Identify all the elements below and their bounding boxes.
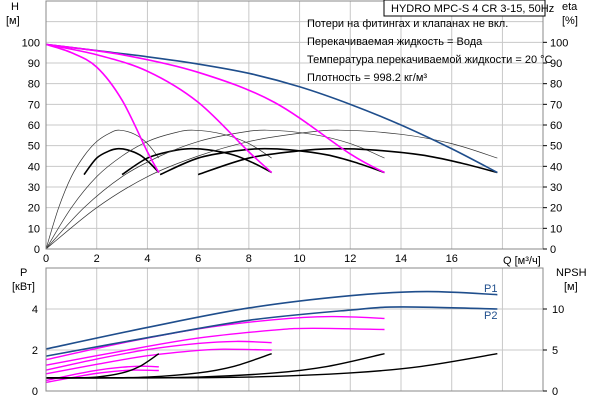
eta-tick-label: 60 bbox=[550, 120, 562, 132]
p1-label: P1 bbox=[484, 283, 497, 295]
h-tick-label: 30 bbox=[28, 182, 40, 194]
x-tick-label: 8 bbox=[246, 253, 252, 265]
h-axis-label: H bbox=[11, 1, 19, 13]
h-tick-label: 50 bbox=[28, 141, 40, 153]
x-tick-label: 4 bbox=[144, 253, 150, 265]
head-curve-2 bbox=[45, 43, 385, 174]
p-tick-label: 0 bbox=[32, 386, 38, 398]
eta-tick-label: 50 bbox=[550, 141, 562, 153]
eta-tick-label: 20 bbox=[550, 203, 562, 215]
note-temperature: Температура перекачиваемой жидкости = 20… bbox=[307, 54, 553, 66]
h-tick-label: 20 bbox=[28, 203, 40, 215]
p-axis-unit: [кВт] bbox=[12, 281, 35, 293]
x-tick-label: 6 bbox=[195, 253, 201, 265]
p1-curve-1 bbox=[45, 365, 159, 382]
npsh-axis-unit: [м] bbox=[564, 281, 578, 293]
h-tick-label: 40 bbox=[28, 161, 40, 173]
h-tick-label: 60 bbox=[28, 120, 40, 132]
p2-label: P2 bbox=[484, 310, 497, 322]
p-tick-label: 2 bbox=[32, 345, 38, 357]
p1-curve-3 bbox=[45, 315, 385, 361]
note-density: Плотность = 998.2 кг/м³ bbox=[307, 72, 427, 84]
head-curve-1 bbox=[45, 43, 498, 174]
h-tick-label: 70 bbox=[28, 99, 40, 111]
eta-axis-label: eta bbox=[562, 1, 578, 13]
p-tick-label: 4 bbox=[32, 304, 38, 316]
head-curve-3 bbox=[45, 43, 273, 174]
p1-curve-4 bbox=[45, 290, 498, 350]
h-axis-unit: [м] bbox=[6, 15, 20, 27]
eta-curve-thin-2 bbox=[45, 129, 272, 250]
eta-tick-label: 40 bbox=[550, 161, 562, 173]
x-tick-label: 14 bbox=[395, 253, 407, 265]
npsh-curve-2 bbox=[45, 353, 272, 379]
eta-curve-3 bbox=[159, 147, 385, 176]
eta-curve-4 bbox=[197, 147, 498, 176]
p1-curve-2 bbox=[45, 340, 272, 371]
npsh-tick-label: 10 bbox=[552, 304, 564, 316]
x-tick-label: 12 bbox=[344, 253, 356, 265]
chart-title: HYDRO MPC-S 4 CR 3-15, 50Hz bbox=[391, 3, 554, 15]
x-tick-label: 10 bbox=[293, 253, 305, 265]
npsh-axis-label: NPSH bbox=[556, 267, 587, 279]
p2-curve-4 bbox=[45, 306, 498, 357]
x-tick-label: 2 bbox=[94, 253, 100, 265]
h-tick-label: 10 bbox=[28, 223, 40, 235]
eta-tick-label: 90 bbox=[550, 58, 562, 70]
eta-tick-label: 80 bbox=[550, 79, 562, 91]
p-axis-label: P bbox=[20, 267, 27, 279]
eta-tick-label: 70 bbox=[550, 99, 562, 111]
eta-curve-1 bbox=[83, 147, 160, 176]
eta-axis-unit: [%] bbox=[562, 15, 578, 27]
p2-curve-2 bbox=[45, 348, 272, 375]
x-tick-label: 0 bbox=[43, 253, 49, 265]
h-tick-label: 80 bbox=[28, 79, 40, 91]
note-fittings: Потери на фитингах и клапанах не вкл. bbox=[307, 18, 508, 30]
npsh-tick-label: 0 bbox=[552, 386, 558, 398]
p2-curve-3 bbox=[45, 327, 385, 366]
h-tick-label: 100 bbox=[22, 37, 40, 49]
h-tick-label: 0 bbox=[34, 244, 40, 256]
power-plot-frame bbox=[45, 267, 544, 392]
eta-tick-label: 0 bbox=[550, 244, 556, 256]
eta-tick-label: 10 bbox=[550, 223, 562, 235]
eta-curve-thin-4 bbox=[45, 129, 498, 250]
head-curve-4 bbox=[45, 43, 160, 173]
x-tick-label: 16 bbox=[446, 253, 458, 265]
q-axis-label: Q [м³/ч] bbox=[503, 255, 541, 267]
npsh-curve-4 bbox=[45, 352, 498, 379]
title-box bbox=[383, 0, 546, 17]
eta-curve-thin-3 bbox=[45, 129, 385, 250]
npsh-tick-label: 5 bbox=[552, 345, 558, 357]
eta-tick-label: 100 bbox=[550, 37, 568, 49]
eta-tick-label: 30 bbox=[550, 182, 562, 194]
eta-curve-thin-1 bbox=[45, 129, 160, 250]
h-tick-label: 90 bbox=[28, 58, 40, 70]
note-liquid: Перекачиваемая жидкость = Вода bbox=[307, 36, 483, 48]
